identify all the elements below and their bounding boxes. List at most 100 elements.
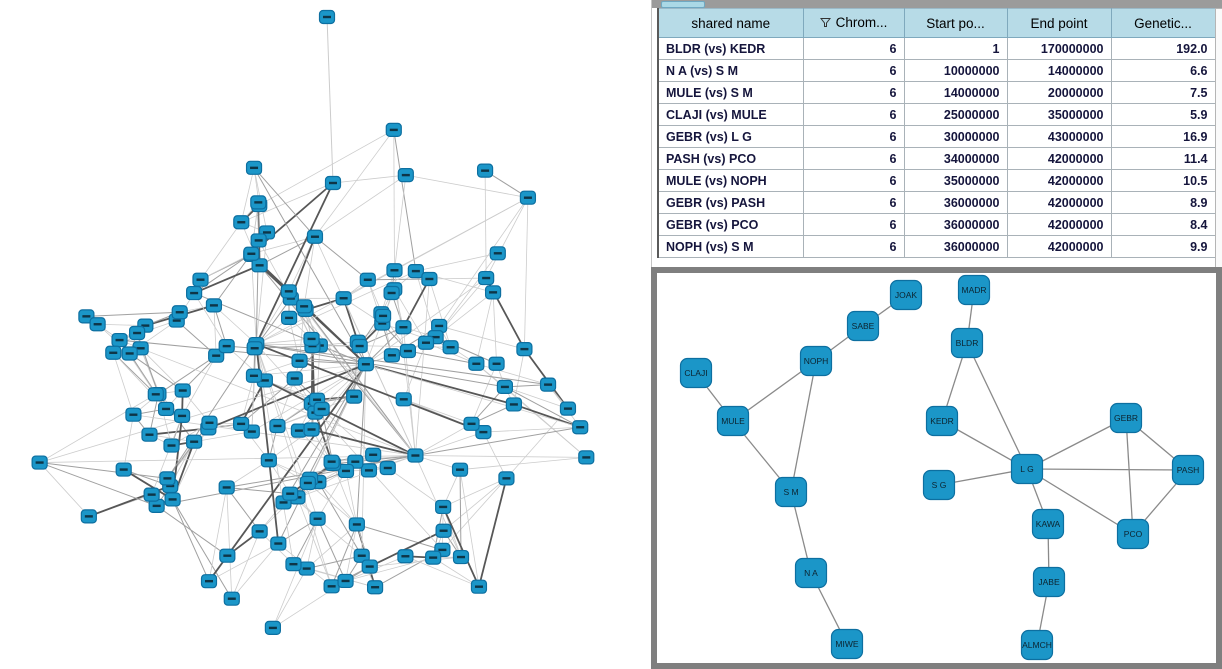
cell-end-point[interactable]: 35000000 (1006, 103, 1112, 126)
cell-chrom[interactable]: 6 (802, 169, 905, 192)
table-row[interactable]: MULE (vs) NOPH 6 35000000 42000000 10.5 (657, 169, 1216, 192)
cell-start-po[interactable]: 36000000 (903, 191, 1008, 214)
cell-start-po[interactable]: 36000000 (903, 213, 1008, 236)
table-row[interactable]: BLDR (vs) KEDR 6 1 170000000 192.0 (657, 37, 1216, 60)
table-row[interactable]: PASH (vs) PCO 6 34000000 42000000 11.4 (657, 147, 1216, 170)
node-kawa[interactable] (1031, 508, 1065, 540)
table-row[interactable]: MULE (vs) S M 6 14000000 20000000 7.5 (657, 81, 1216, 104)
cell-shared-name[interactable]: MULE (vs) S M (657, 81, 804, 104)
cell-shared-name[interactable]: NOPH (vs) S M (657, 235, 804, 258)
node-bldr[interactable] (950, 327, 984, 359)
column-header-shared-name[interactable]: shared name (657, 8, 804, 38)
table-top-scrollbar[interactable] (652, 0, 1222, 8)
node-label-mark (429, 556, 438, 559)
table-scrollbar-thumb[interactable] (661, 1, 705, 8)
network-edge (123, 468, 174, 501)
node-n-a[interactable] (794, 557, 828, 589)
node-pash[interactable] (1171, 454, 1205, 486)
node-madr[interactable] (957, 274, 991, 306)
node-s-g[interactable] (922, 469, 956, 501)
cell-genetic[interactable]: 6.6 (1110, 59, 1216, 82)
table-row[interactable]: GEBR (vs) PCO 6 36000000 42000000 8.4 (657, 213, 1216, 236)
node-miwe[interactable] (830, 628, 864, 660)
cell-chrom[interactable]: 6 (802, 37, 905, 60)
node-almch[interactable] (1020, 629, 1054, 661)
cell-end-point[interactable]: 14000000 (1006, 59, 1112, 82)
cell-start-po[interactable]: 14000000 (903, 81, 1008, 104)
node-jabe[interactable] (1032, 566, 1066, 598)
cell-start-po[interactable]: 10000000 (903, 59, 1008, 82)
node-pco[interactable] (1116, 518, 1150, 550)
cell-shared-name[interactable]: PASH (vs) PCO (657, 147, 804, 170)
detail-network-canvas[interactable]: JOAK SABE NOPH CLAJI MULE S M N A MIWE MADR BLDR K… (657, 273, 1216, 663)
node-label-mark (133, 331, 142, 335)
table-row[interactable]: N A (vs) S M 6 10000000 14000000 6.6 (657, 59, 1216, 82)
cell-end-point[interactable]: 20000000 (1006, 81, 1112, 104)
cell-shared-name[interactable]: N A (vs) S M (657, 59, 804, 82)
cell-genetic[interactable]: 192.0 (1110, 37, 1216, 60)
node-gebr[interactable] (1109, 402, 1143, 434)
filter-funnel-icon[interactable] (819, 16, 831, 31)
cell-end-point[interactable]: 42000000 (1006, 191, 1112, 214)
column-header-end-point[interactable]: End point (1006, 8, 1112, 38)
cell-start-po[interactable]: 36000000 (903, 235, 1008, 258)
cell-shared-name[interactable]: MULE (vs) NOPH (657, 169, 804, 192)
detail-network-panel[interactable]: JOAK SABE NOPH CLAJI MULE S M N A MIWE MADR BLDR K… (651, 267, 1222, 669)
node-noph[interactable] (799, 345, 833, 377)
cell-chrom[interactable]: 6 (802, 81, 905, 104)
cell-genetic[interactable]: 8.9 (1110, 191, 1216, 214)
cell-chrom[interactable]: 6 (802, 103, 905, 126)
node-label-mark (399, 326, 408, 329)
table-row[interactable]: CLAJI (vs) MULE 6 25000000 35000000 5.9 (657, 103, 1216, 126)
network-edge (158, 355, 217, 395)
cell-genetic[interactable]: 7.5 (1110, 81, 1216, 104)
column-header-start-po[interactable]: Start po... (903, 8, 1008, 38)
column-header-chrom[interactable]: Chrom... (802, 8, 905, 38)
table-row[interactable]: GEBR (vs) PASH 6 36000000 42000000 8.9 (657, 191, 1216, 214)
overview-network-canvas[interactable] (0, 0, 651, 669)
cell-shared-name[interactable]: CLAJI (vs) MULE (657, 103, 804, 126)
table-row[interactable]: GEBR (vs) L G 6 30000000 43000000 16.9 (657, 125, 1216, 148)
cell-start-po[interactable]: 25000000 (903, 103, 1008, 126)
cell-start-po[interactable]: 35000000 (903, 169, 1008, 192)
cell-genetic[interactable]: 11.4 (1110, 147, 1216, 170)
cell-chrom[interactable]: 6 (802, 235, 905, 258)
cell-end-point[interactable]: 42000000 (1006, 147, 1112, 170)
cell-start-po[interactable]: 1 (903, 37, 1008, 60)
cell-genetic[interactable]: 8.4 (1110, 213, 1216, 236)
cell-chrom[interactable]: 6 (802, 125, 905, 148)
cell-end-point[interactable]: 43000000 (1006, 125, 1112, 148)
cell-shared-name[interactable]: GEBR (vs) PASH (657, 191, 804, 214)
node-l-g[interactable] (1010, 453, 1044, 485)
cell-genetic[interactable]: 5.9 (1110, 103, 1216, 126)
cell-genetic[interactable]: 16.9 (1110, 125, 1216, 148)
node-joak[interactable] (889, 279, 923, 311)
cell-genetic[interactable]: 9.9 (1110, 235, 1216, 258)
cell-chrom[interactable]: 6 (802, 147, 905, 170)
node-s-m[interactable] (774, 476, 808, 508)
table-row[interactable]: NOPH (vs) S M 6 36000000 42000000 9.9 (657, 235, 1216, 258)
cell-end-point[interactable]: 42000000 (1006, 169, 1112, 192)
cell-chrom[interactable]: 6 (802, 191, 905, 214)
cell-start-po[interactable]: 30000000 (903, 125, 1008, 148)
cell-start-po[interactable]: 34000000 (903, 147, 1008, 170)
network-edge (172, 499, 233, 599)
cell-shared-name[interactable]: GEBR (vs) PCO (657, 213, 804, 236)
node-mule[interactable] (716, 405, 750, 437)
cell-end-point[interactable]: 42000000 (1006, 213, 1112, 236)
cell-chrom[interactable]: 6 (802, 59, 905, 82)
cell-end-point[interactable]: 170000000 (1006, 37, 1112, 60)
network-edge (317, 470, 347, 519)
cell-shared-name[interactable]: GEBR (vs) L G (657, 125, 804, 148)
node-kedr[interactable] (925, 405, 959, 437)
cell-chrom[interactable]: 6 (802, 213, 905, 236)
table-vertical-scrollbar[interactable] (1215, 8, 1222, 267)
cell-end-point[interactable]: 42000000 (1006, 235, 1112, 258)
network-edge (256, 343, 505, 388)
cell-shared-name[interactable]: BLDR (vs) KEDR (657, 37, 804, 60)
overview-network-panel[interactable] (0, 0, 651, 669)
column-header-genetic[interactable]: Genetic... (1110, 8, 1216, 38)
node-claji[interactable] (679, 357, 713, 389)
cell-genetic[interactable]: 10.5 (1110, 169, 1216, 192)
node-sabe[interactable] (846, 310, 880, 342)
